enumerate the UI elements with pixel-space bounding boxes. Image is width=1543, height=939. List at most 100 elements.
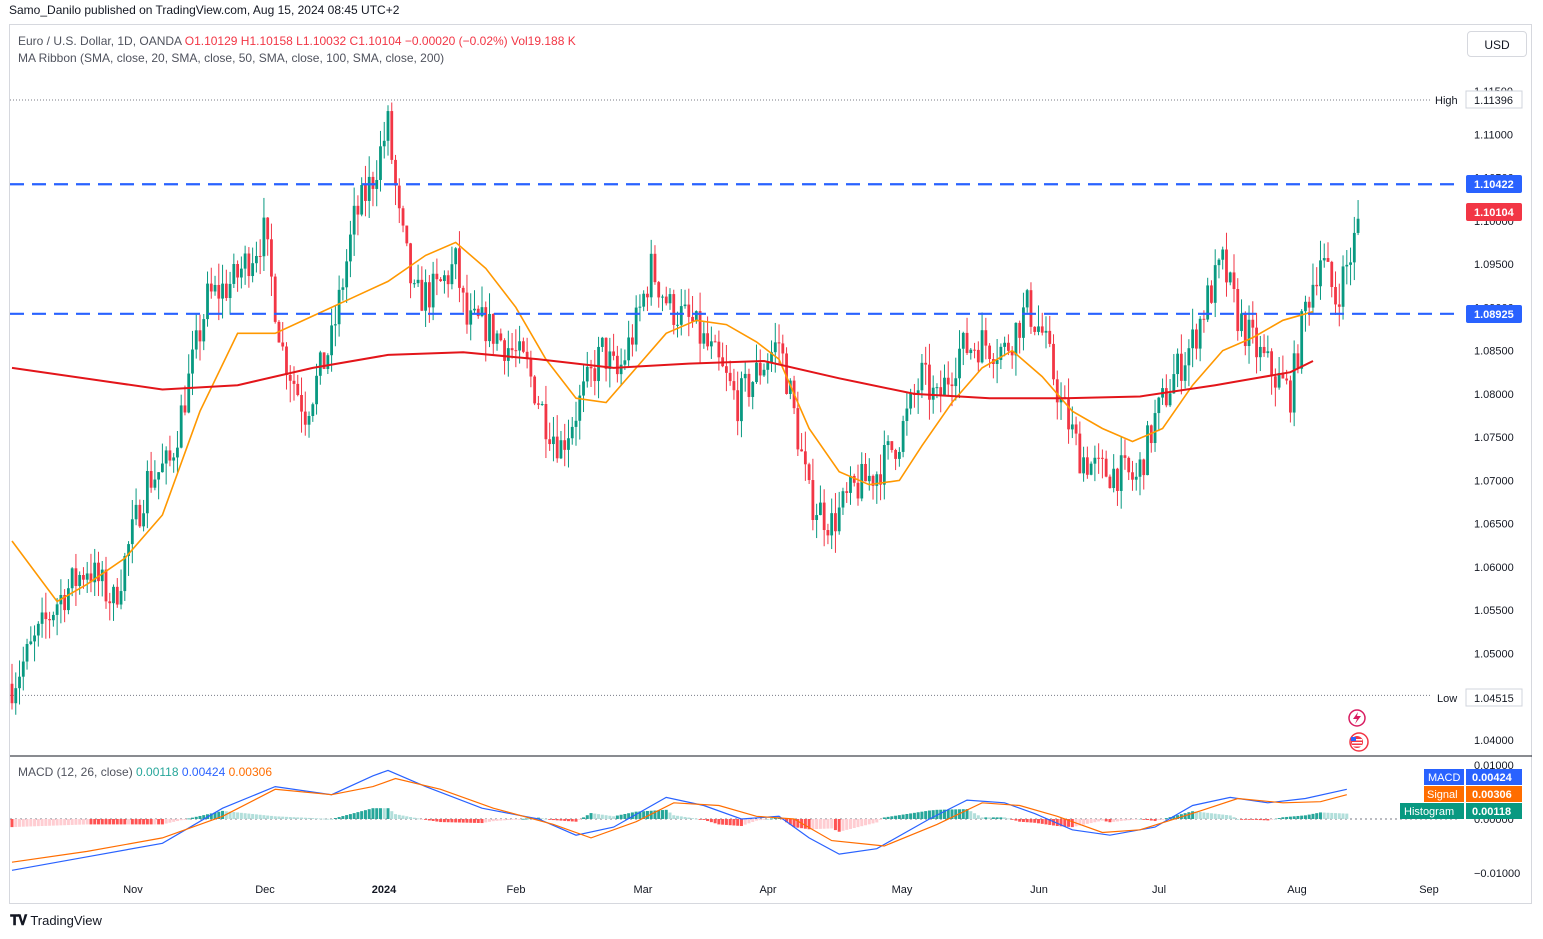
macd-histogram-bar <box>239 812 243 819</box>
ma-ribbon-legend: MA Ribbon (SMA, close, 20, SMA, close, 5… <box>18 51 445 65</box>
candle-body <box>830 513 834 536</box>
candle-body <box>777 342 781 344</box>
time-tick-label: Nov <box>123 884 143 896</box>
candle-body <box>480 307 484 317</box>
macd-histogram-bar <box>307 817 311 819</box>
macd-histogram-bar <box>1003 817 1007 819</box>
macd-histogram-bar <box>536 817 540 819</box>
macd-histogram-bar <box>912 812 916 819</box>
currency-button[interactable]: USD <box>1467 31 1527 57</box>
time-tick-label: Jun <box>1030 884 1048 896</box>
candle-body <box>405 225 409 244</box>
candle-body <box>762 369 766 376</box>
flag-icon[interactable] <box>1349 732 1369 752</box>
candle-body <box>1232 272 1236 290</box>
macd-histogram-bar <box>882 817 886 819</box>
macd-histogram-bar <box>1341 813 1345 819</box>
candle-body <box>988 345 991 360</box>
candle-body <box>427 282 431 308</box>
macd-histogram-bar <box>1033 819 1037 823</box>
macd-histogram-bar <box>1307 814 1311 819</box>
price-tick-label: 1.07000 <box>1474 475 1514 487</box>
macd-histogram-bar <box>262 815 266 819</box>
macd-histogram-bar <box>258 814 262 819</box>
chart-frame <box>9 24 1532 904</box>
macd-histogram-bar <box>439 819 443 823</box>
flash-icon[interactable] <box>1348 709 1366 727</box>
macd-histogram-bar <box>600 814 604 819</box>
candle-body <box>1341 266 1345 307</box>
candle-body <box>1326 258 1330 262</box>
macd-histogram-bar <box>51 819 55 826</box>
macd-histogram-bar <box>1206 812 1210 819</box>
candle-body <box>379 146 382 180</box>
macd-histogram-bar <box>1123 819 1127 821</box>
candle-body <box>653 253 657 283</box>
macd-histogram-bar <box>311 818 315 819</box>
candle-body <box>894 449 897 459</box>
candle-body <box>119 591 123 605</box>
macd-histogram-bar <box>450 819 454 823</box>
macd-histogram-bar <box>1048 819 1052 825</box>
candle-body <box>570 426 574 439</box>
macd-histogram-bar <box>1236 819 1240 820</box>
candle-body <box>450 264 454 285</box>
candle-body <box>1330 261 1334 288</box>
candle-body <box>375 179 379 189</box>
macd-histogram-bar <box>837 819 841 832</box>
macd-histogram-bar <box>296 817 300 819</box>
candle-body <box>273 276 277 322</box>
candle-body <box>871 475 875 486</box>
macd-histogram-bar <box>93 819 97 825</box>
candle-body <box>1281 373 1285 379</box>
candle-body <box>999 346 1003 360</box>
price-tick-label: 1.11000 <box>1474 129 1513 141</box>
macd-histogram-bar <box>251 813 255 819</box>
macd-histogram-bar <box>1089 819 1093 824</box>
candle-body <box>382 140 386 147</box>
candle-body <box>593 368 597 382</box>
candle-body <box>1104 458 1108 477</box>
candle-body <box>1101 457 1104 459</box>
candle-body <box>623 360 627 365</box>
macd-histogram-bar <box>589 813 593 819</box>
candle-body <box>897 451 901 459</box>
macd-histogram-bar <box>717 819 721 825</box>
candle-body <box>638 306 642 308</box>
candle-body <box>123 556 127 592</box>
candle-body <box>1262 346 1266 354</box>
macd-histogram-bar <box>55 819 59 826</box>
macd-histogram-bar <box>254 814 258 819</box>
macd-histogram-bar <box>916 812 920 819</box>
candle-body <box>1146 425 1149 476</box>
macd-histogram-bar <box>563 819 567 821</box>
candle-body <box>1247 319 1251 347</box>
macd-histogram-bar <box>266 815 270 819</box>
macd-histogram-bar <box>394 814 398 819</box>
macd-histogram-bar <box>1334 813 1338 819</box>
macd-histogram-bar <box>1153 819 1157 822</box>
candle-body <box>1134 476 1138 480</box>
macd-histogram-bar <box>488 819 492 822</box>
candle-body <box>1119 455 1123 491</box>
macd-histogram-bar <box>465 819 469 823</box>
candle-body <box>270 239 273 277</box>
tradingview-logo[interactable]: 𝐓𝐕 TradingView <box>10 912 102 929</box>
low-tag-value: 1.04515 <box>1474 693 1514 705</box>
macd-histogram-bar <box>593 813 597 819</box>
candle-body <box>1228 272 1232 283</box>
candle-body <box>608 351 612 369</box>
macd-histogram-bar <box>1326 812 1330 819</box>
candle-body <box>834 513 837 532</box>
candle-body <box>29 641 33 645</box>
candle-body <box>965 332 969 354</box>
candle-body <box>228 283 232 299</box>
macd-histogram-bar <box>830 819 834 829</box>
candle-body <box>424 282 427 311</box>
candle-body <box>202 319 206 342</box>
candle-body <box>247 253 251 277</box>
macd-histogram-bar <box>74 819 78 825</box>
histogram-tag-bg <box>1466 803 1522 819</box>
